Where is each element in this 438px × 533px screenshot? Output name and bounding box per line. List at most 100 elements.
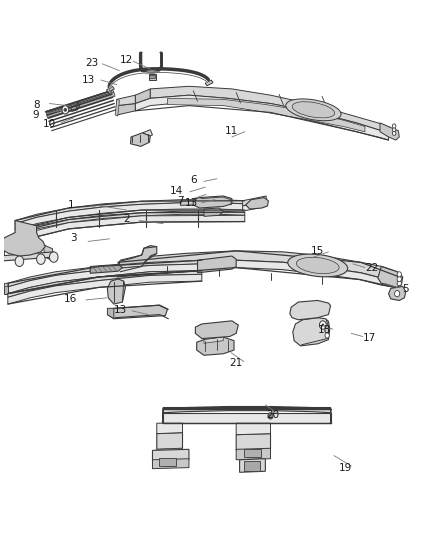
- Polygon shape: [45, 90, 114, 114]
- Polygon shape: [236, 423, 271, 435]
- Circle shape: [397, 277, 401, 281]
- Circle shape: [62, 106, 69, 114]
- Bar: [149, 75, 155, 78]
- Polygon shape: [157, 423, 183, 434]
- Text: 22: 22: [365, 263, 378, 273]
- Text: 8: 8: [33, 100, 40, 110]
- Polygon shape: [0, 243, 4, 261]
- Polygon shape: [380, 123, 399, 140]
- Polygon shape: [143, 130, 152, 136]
- Text: 17: 17: [363, 333, 376, 343]
- Polygon shape: [152, 449, 189, 461]
- Polygon shape: [46, 92, 115, 118]
- Polygon shape: [240, 459, 265, 472]
- Circle shape: [64, 108, 67, 111]
- Text: 15: 15: [311, 246, 325, 256]
- Polygon shape: [106, 86, 114, 93]
- Polygon shape: [150, 86, 391, 132]
- Polygon shape: [205, 80, 213, 86]
- Polygon shape: [15, 200, 245, 224]
- Polygon shape: [15, 211, 245, 236]
- Text: 3: 3: [70, 233, 76, 243]
- Bar: [159, 458, 176, 466]
- Text: 5: 5: [403, 284, 409, 294]
- Text: 11: 11: [225, 126, 239, 136]
- Polygon shape: [193, 196, 232, 208]
- Text: 2: 2: [124, 214, 130, 224]
- Polygon shape: [15, 215, 245, 242]
- Polygon shape: [115, 99, 120, 116]
- Polygon shape: [246, 198, 268, 209]
- Ellipse shape: [297, 257, 339, 273]
- Text: 9: 9: [32, 110, 39, 120]
- Ellipse shape: [292, 102, 335, 118]
- Bar: [244, 449, 261, 457]
- Polygon shape: [243, 196, 266, 206]
- Polygon shape: [120, 246, 157, 273]
- Polygon shape: [236, 448, 271, 460]
- Text: 7: 7: [177, 196, 184, 206]
- Polygon shape: [389, 286, 406, 301]
- Circle shape: [392, 131, 396, 135]
- Polygon shape: [118, 251, 399, 281]
- Polygon shape: [8, 260, 202, 287]
- Polygon shape: [8, 274, 202, 304]
- Polygon shape: [0, 252, 54, 261]
- Circle shape: [395, 290, 400, 297]
- Text: 10: 10: [43, 119, 56, 130]
- Polygon shape: [131, 133, 150, 147]
- Polygon shape: [152, 459, 189, 469]
- Text: 13: 13: [81, 75, 95, 85]
- Text: 16: 16: [64, 294, 78, 304]
- Polygon shape: [1, 221, 45, 256]
- Circle shape: [319, 321, 326, 329]
- Polygon shape: [107, 305, 167, 319]
- Circle shape: [321, 324, 324, 327]
- Ellipse shape: [286, 99, 341, 120]
- Text: 20: 20: [266, 410, 279, 421]
- Text: 6: 6: [190, 175, 197, 185]
- Text: 13: 13: [113, 305, 127, 316]
- Polygon shape: [204, 208, 223, 216]
- Polygon shape: [157, 433, 183, 449]
- Polygon shape: [107, 279, 125, 304]
- Polygon shape: [15, 203, 245, 230]
- Polygon shape: [8, 264, 202, 294]
- Polygon shape: [135, 89, 150, 103]
- Polygon shape: [90, 264, 123, 273]
- Polygon shape: [8, 271, 202, 297]
- Polygon shape: [117, 95, 135, 106]
- Circle shape: [397, 272, 401, 277]
- Circle shape: [49, 252, 58, 262]
- Ellipse shape: [288, 254, 348, 277]
- Text: 1: 1: [67, 200, 74, 210]
- Polygon shape: [117, 103, 135, 115]
- Polygon shape: [4, 283, 8, 294]
- Polygon shape: [195, 321, 238, 338]
- Polygon shape: [198, 256, 236, 273]
- Polygon shape: [135, 95, 389, 140]
- Circle shape: [15, 256, 24, 266]
- Polygon shape: [163, 407, 331, 413]
- Polygon shape: [204, 337, 223, 343]
- Text: 21: 21: [230, 358, 243, 368]
- Polygon shape: [117, 260, 396, 287]
- Polygon shape: [107, 308, 114, 319]
- Circle shape: [397, 280, 401, 286]
- Polygon shape: [77, 102, 79, 110]
- Polygon shape: [157, 448, 183, 453]
- Text: 18: 18: [318, 325, 331, 335]
- Text: 12: 12: [120, 55, 133, 65]
- Text: 14: 14: [170, 186, 183, 196]
- Polygon shape: [4, 283, 8, 287]
- Circle shape: [325, 333, 329, 338]
- Polygon shape: [148, 74, 156, 79]
- Polygon shape: [71, 106, 78, 111]
- Bar: [244, 461, 260, 471]
- Polygon shape: [162, 408, 332, 423]
- Polygon shape: [236, 434, 271, 450]
- Polygon shape: [290, 301, 331, 320]
- Polygon shape: [293, 318, 330, 346]
- Text: 19: 19: [339, 463, 352, 473]
- Circle shape: [0, 254, 2, 264]
